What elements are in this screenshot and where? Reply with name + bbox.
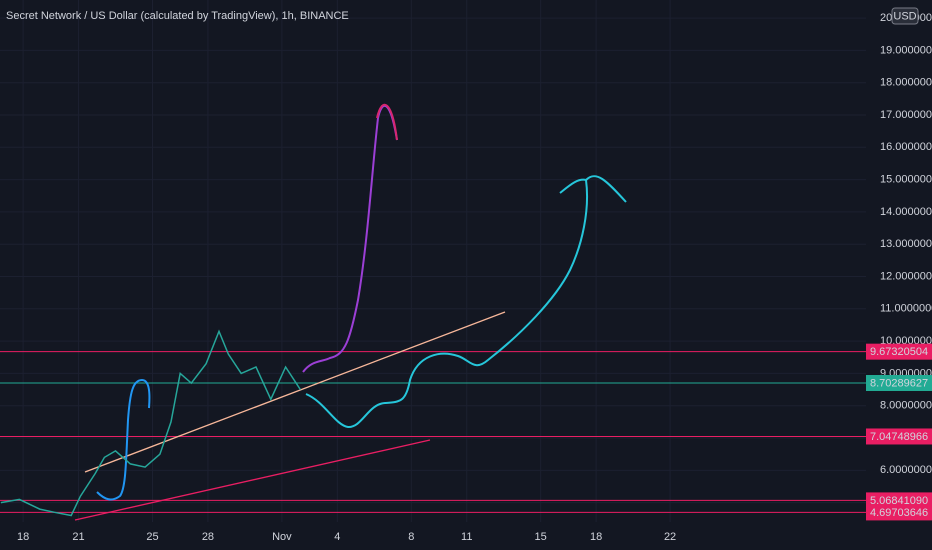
levels [0,351,866,513]
y-tick-label: 8.00000000 [880,400,932,412]
x-tick-label: 8 [408,531,414,543]
y-tick-label: 14.00000000 [880,206,932,218]
trend-line [84,311,506,473]
y-tick-label: 15.00000000 [880,174,932,186]
x-tick-label: Nov [272,531,292,543]
price-line [0,329,302,517]
x-tick-label: 4 [334,531,340,543]
level-label: 4.69703646 [870,507,928,519]
plot [0,329,302,517]
level-label: 7.04748966 [870,431,928,443]
axis-labels: 5.000000006.000000007.000000008.00000000… [17,12,932,543]
x-tick-label: 18 [17,531,29,543]
level-label: 5.06841090 [870,495,928,507]
trend-line [74,439,431,521]
drawing [305,175,627,429]
y-tick-label: 17.00000000 [880,109,932,121]
level-label-box [866,504,932,521]
y-tick-label: 11.00000000 [880,303,932,315]
y-tick-label: 12.00000000 [880,270,932,282]
x-tick-label: 25 [146,531,158,543]
y-tick-label: 6.00000000 [880,464,932,476]
y-tick-label: 16.00000000 [880,141,932,153]
x-tick-label: 11 [461,531,472,543]
currency-badge[interactable] [891,7,919,25]
chart-title: Secret Network / US Dollar (calculated b… [6,10,349,22]
x-tick-label: 28 [202,531,214,543]
price-axis [866,0,932,550]
drawing [376,103,398,141]
drawing [96,378,151,501]
level-label-box [866,343,932,360]
y-tick-label: 13.00000000 [880,238,932,250]
x-tick-label: 22 [664,531,676,543]
level-label: 8.70289627 [870,377,928,389]
level-label: 9.67320504 [870,346,928,358]
x-tick-label: 21 [72,531,84,543]
grid [0,0,866,522]
level-label-box [866,428,932,445]
y-tick-label: 19.00000000 [880,44,932,56]
level-label-box [866,375,932,392]
y-tick-label: 18.00000000 [880,77,932,89]
currency-label: USD [893,10,916,22]
x-tick-label: 18 [590,531,602,543]
x-tick-label: 15 [535,531,547,543]
